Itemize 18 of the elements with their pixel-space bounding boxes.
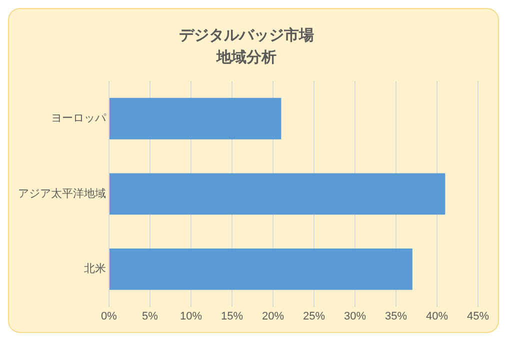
x-tick-label: 35% xyxy=(384,310,408,322)
chart-title: デジタルバッジ市場 xyxy=(179,26,314,44)
bar xyxy=(110,173,446,215)
x-tick-label: 0% xyxy=(101,310,118,322)
y-tick-label: 北米 xyxy=(84,262,106,276)
chart-subtitle: 地域分析 xyxy=(216,48,276,66)
x-tick-label: 30% xyxy=(344,310,366,322)
x-tick-label: 25% xyxy=(302,310,326,322)
x-tick-label: 40% xyxy=(426,310,448,322)
x-tick-label: 45% xyxy=(466,310,490,322)
y-tick-label: ヨーロッパ xyxy=(51,112,107,125)
y-tick-label: アジア太平洋地域 xyxy=(18,186,106,200)
x-tick-label: 15% xyxy=(220,310,244,322)
x-tick-label: 20% xyxy=(262,310,284,322)
x-tick-label: 5% xyxy=(142,310,158,322)
bar xyxy=(110,98,282,140)
bar xyxy=(110,248,412,290)
x-tick-label: 10% xyxy=(180,310,202,322)
